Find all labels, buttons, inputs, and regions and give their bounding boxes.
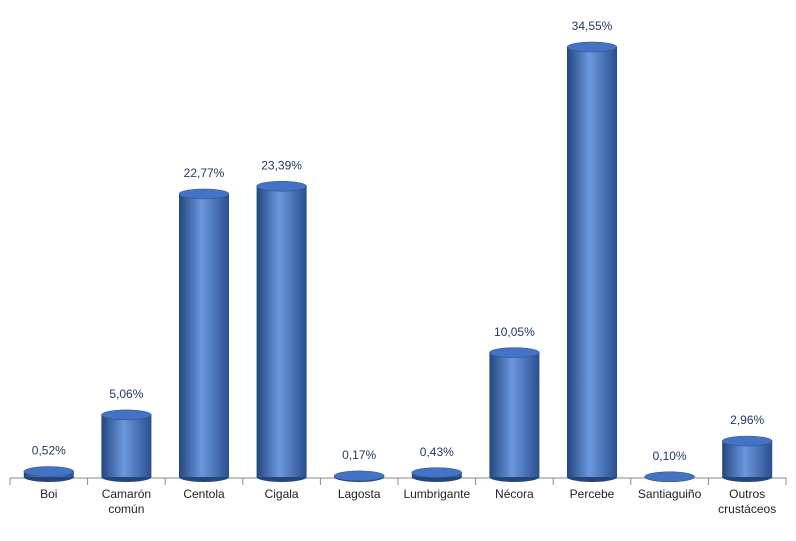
bar bbox=[722, 441, 773, 477]
value-label: 23,39% bbox=[261, 158, 302, 172]
bar bbox=[489, 352, 540, 477]
bar-top bbox=[489, 347, 540, 358]
x-tick-label: Percebe bbox=[569, 487, 615, 501]
bar bbox=[567, 47, 617, 477]
bar-top bbox=[566, 41, 618, 53]
value-label: 5,06% bbox=[109, 387, 143, 401]
bar-top bbox=[644, 471, 695, 483]
value-label: 0,10% bbox=[653, 449, 687, 463]
x-tick-label: Outros crustáceos bbox=[718, 487, 777, 516]
x-tick-label: Lagosta bbox=[337, 487, 381, 501]
value-label: 0,43% bbox=[420, 445, 454, 459]
value-label: 22,77% bbox=[184, 166, 225, 180]
x-tick-label: Centola bbox=[183, 487, 225, 501]
bar-top bbox=[23, 466, 75, 477]
bar-top bbox=[333, 470, 385, 482]
bar bbox=[179, 193, 229, 477]
x-tick-label: Camarón común bbox=[101, 487, 152, 516]
x-tick-label: Santiaguiño bbox=[637, 487, 702, 501]
x-tick-label: Nécora bbox=[495, 487, 534, 501]
bar-top bbox=[721, 435, 773, 447]
bar-top bbox=[256, 180, 307, 192]
value-label: 2,96% bbox=[730, 413, 764, 427]
value-label: 34,55% bbox=[572, 19, 613, 33]
bar bbox=[101, 414, 152, 477]
bar-top bbox=[101, 409, 152, 421]
x-tick-label: Cigala bbox=[264, 487, 299, 501]
value-label: 10,05% bbox=[494, 325, 535, 339]
x-tick-label: Boi bbox=[40, 487, 58, 501]
bar-top bbox=[411, 467, 463, 478]
value-label: 0,17% bbox=[342, 448, 376, 462]
x-tick-label: Lumbrigante bbox=[403, 487, 471, 501]
bar-top bbox=[178, 188, 230, 200]
bar bbox=[256, 186, 307, 478]
value-label: 0,52% bbox=[32, 444, 66, 458]
